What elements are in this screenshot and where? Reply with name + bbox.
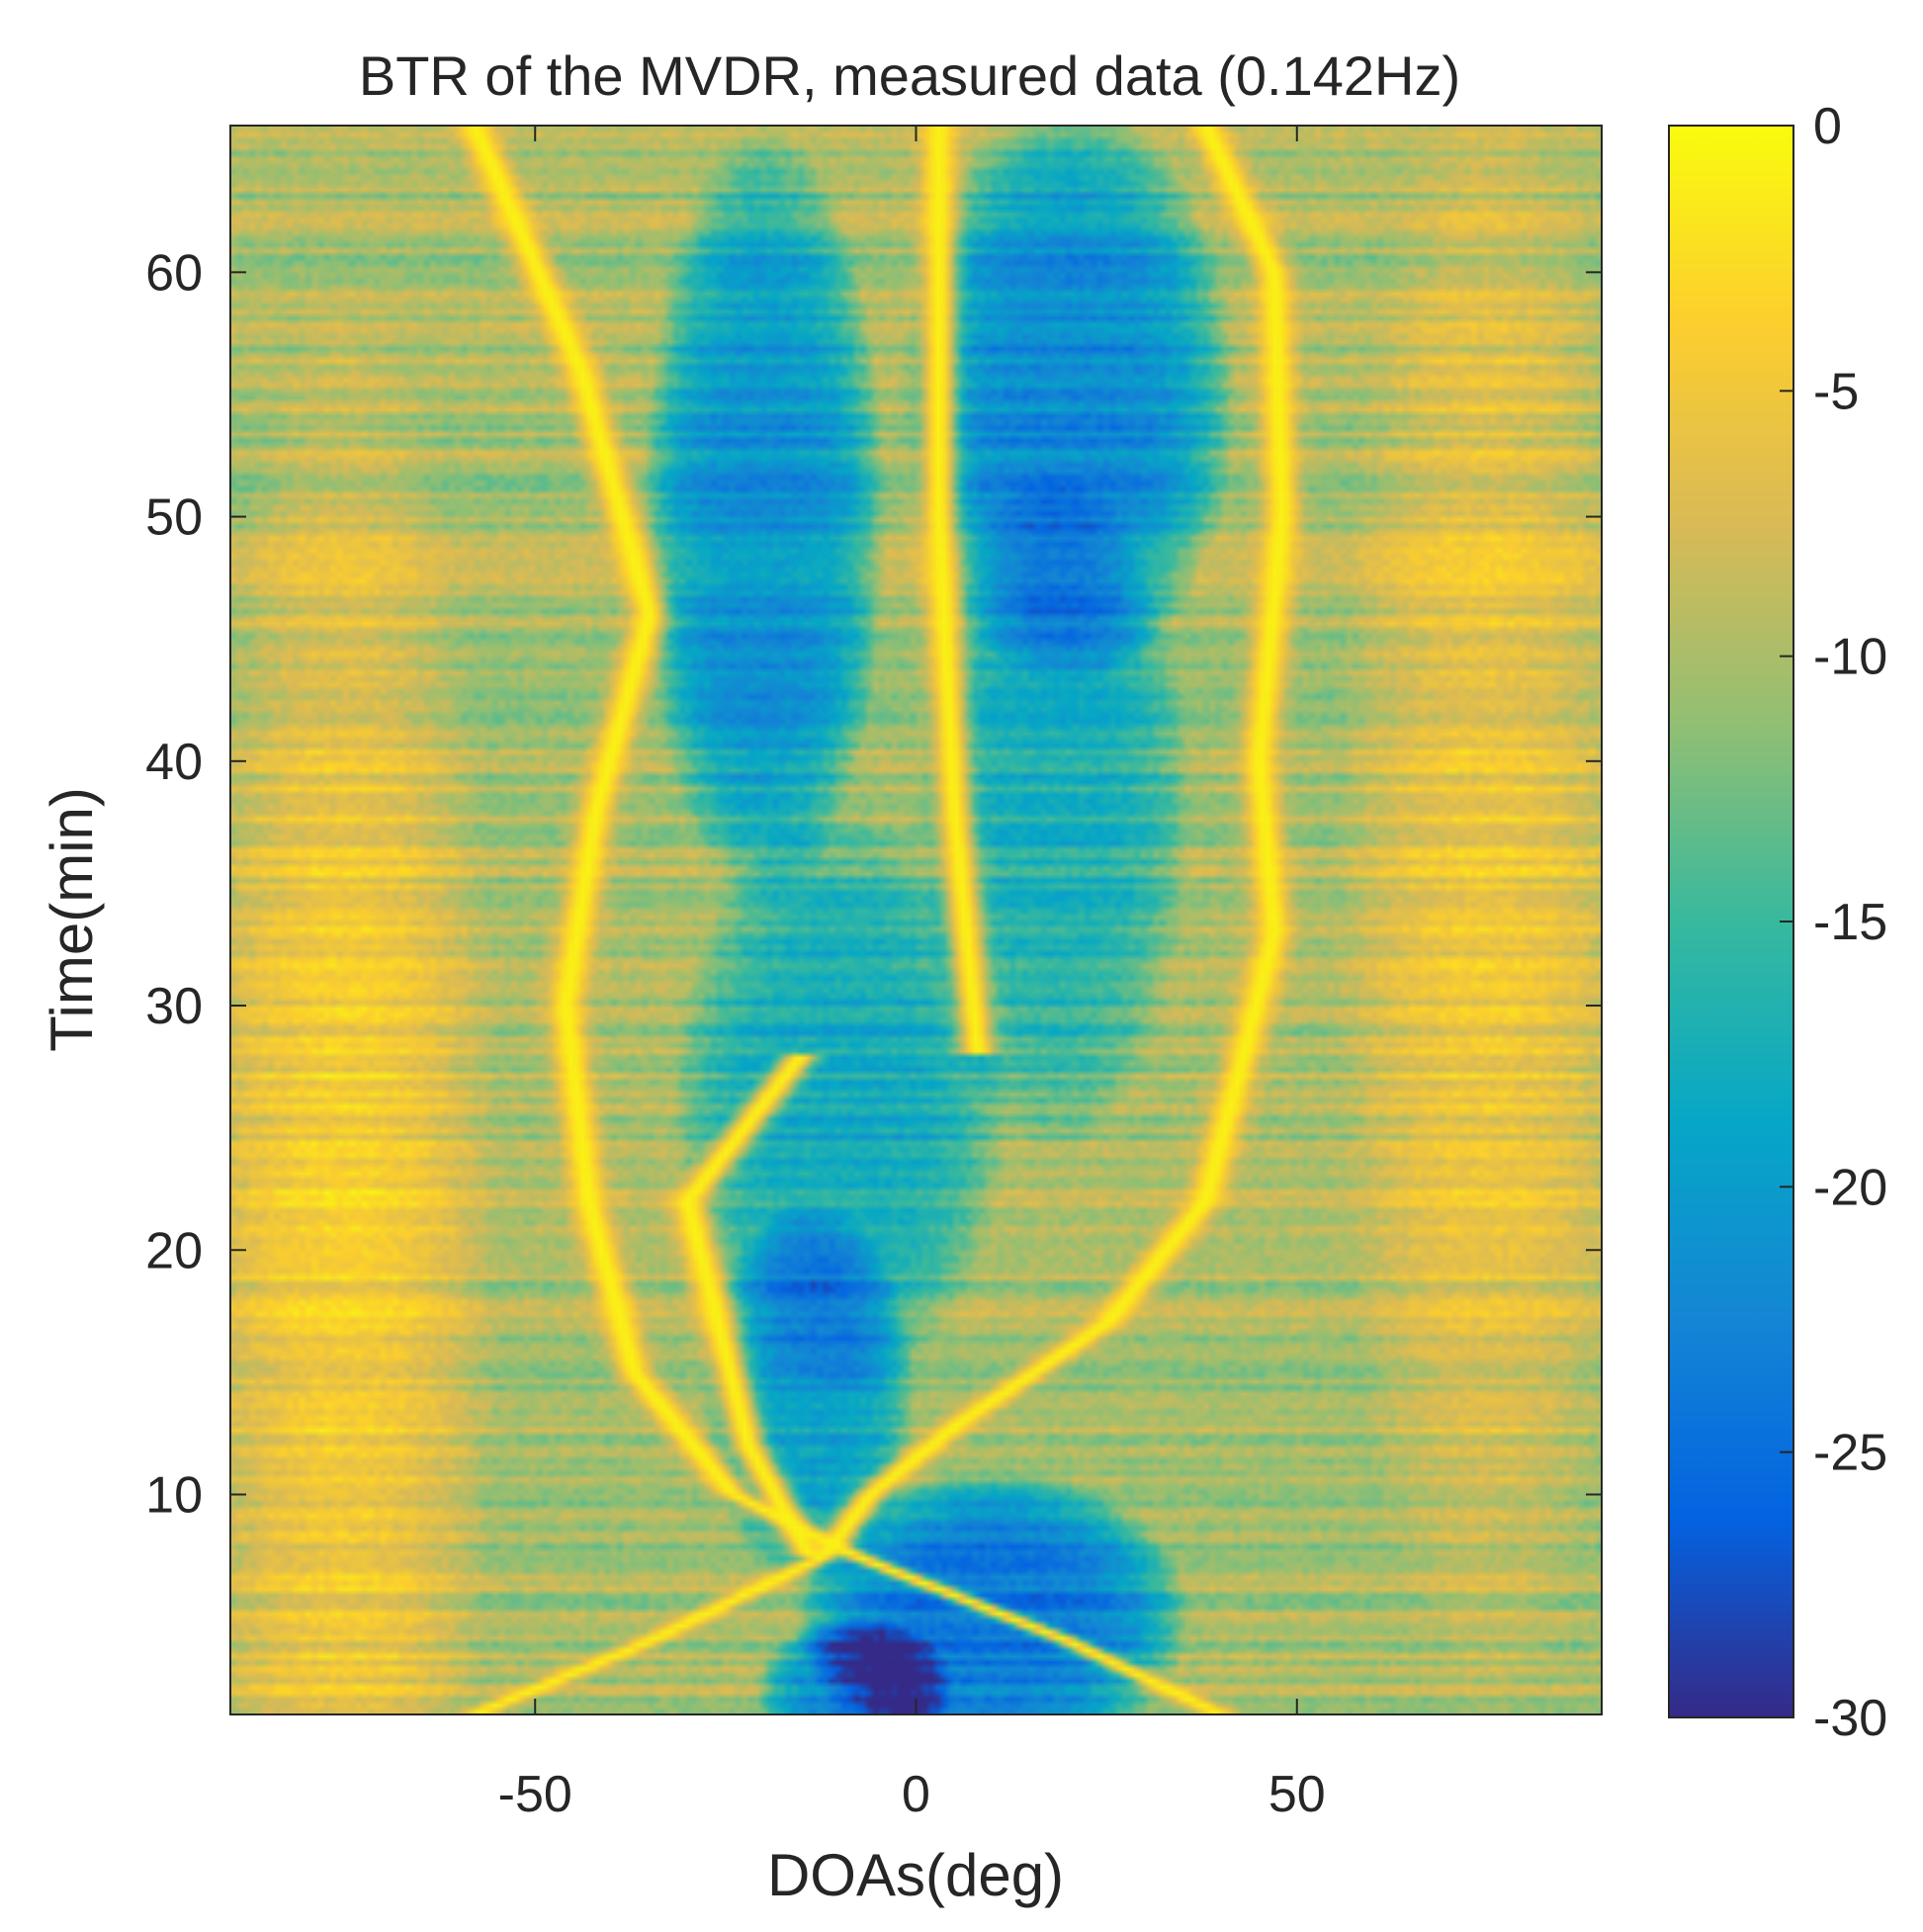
colorbar-tick-label: -25	[1813, 1425, 1887, 1482]
colorbar-tick-label: 0	[1813, 98, 1842, 155]
y-tick-label: 40	[145, 734, 203, 791]
colorbar	[1668, 125, 1794, 1718]
x-tick-label: 50	[1268, 1766, 1326, 1823]
x-axis-ticks: -50 0 50	[498, 126, 1326, 1823]
y-tick-label: 60	[145, 244, 203, 302]
colorbar-tick-label: -10	[1813, 629, 1887, 686]
chart-title: BTR of the MVDR, measured data (0.142Hz)	[359, 44, 1460, 107]
y-axis-label: Time(min)	[39, 787, 105, 1052]
heatmap-image	[230, 126, 1602, 1714]
y-tick-label: 20	[145, 1222, 203, 1279]
colorbar-tick-label: -30	[1813, 1690, 1887, 1747]
colorbar-tick-label: -5	[1813, 363, 1859, 420]
colorbar-tick-label: -15	[1813, 894, 1887, 951]
x-tick-label: 0	[902, 1766, 930, 1823]
x-tick-label: -50	[498, 1766, 572, 1823]
x-axis-label: DOAs(deg)	[767, 1842, 1064, 1908]
y-tick-label: 50	[145, 489, 203, 547]
colorbar-ticks: 0 -5 -10 -15 -20 -25 -30	[1780, 98, 1887, 1747]
y-tick-label: 30	[145, 978, 203, 1035]
colorbar-tick-label: -20	[1813, 1159, 1887, 1216]
y-axis-ticks: 10 20 30 40 50 60	[145, 244, 1602, 1524]
y-tick-label: 10	[145, 1466, 203, 1524]
